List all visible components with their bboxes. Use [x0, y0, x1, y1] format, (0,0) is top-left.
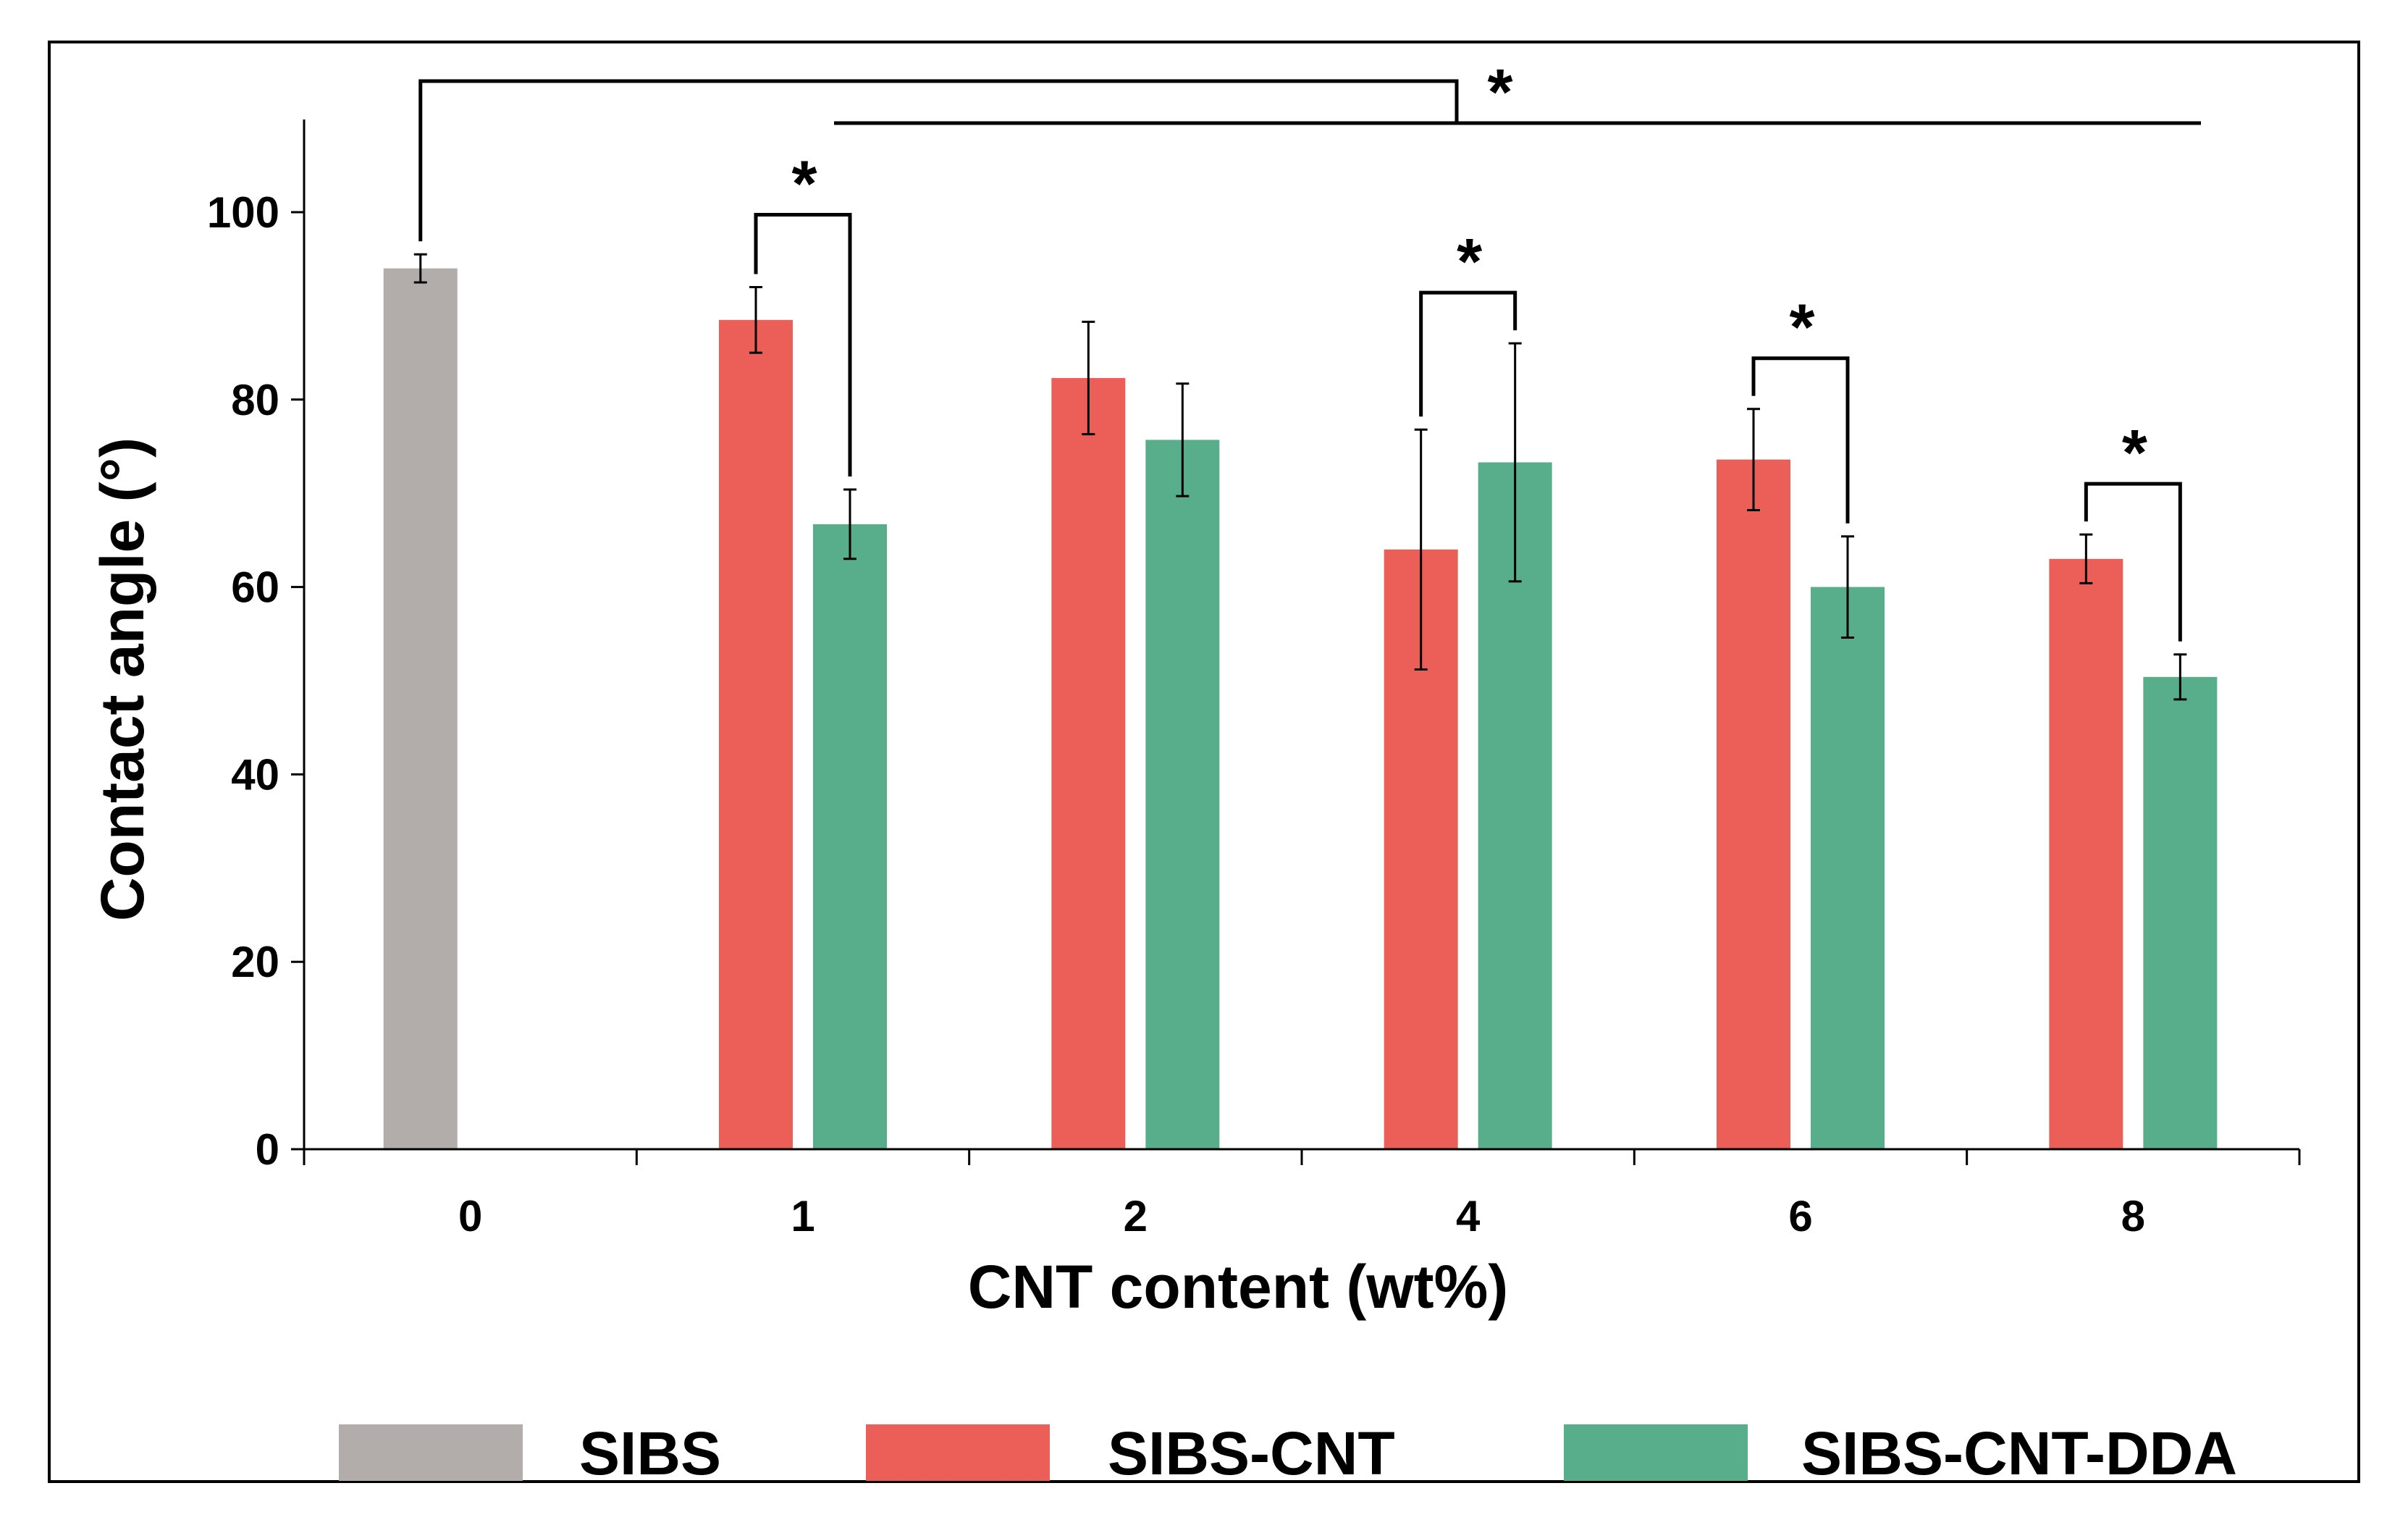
legend-swatch-sibs-cnt: [866, 1424, 1050, 1481]
significance-bracket-6: [1751, 356, 1850, 524]
legend-swatch-sibs-cnt-dda: [1564, 1424, 1748, 1481]
x-tick-label-4: 4: [1456, 1192, 1481, 1240]
significance-layer: * * * * *: [418, 56, 2201, 642]
bar-sibs-cnt-1: [719, 319, 793, 1149]
y-tick-label-40: 40: [231, 750, 279, 799]
x-tick-label-6: 6: [1788, 1192, 1812, 1240]
chart-frame: [48, 41, 2360, 1483]
significance-bracket-8: [2084, 482, 2182, 642]
error-bars-layer: [413, 253, 2187, 701]
legend-label-sibs-cnt: SIBS-CNT: [1108, 1419, 1395, 1487]
significance-star-sibs: *: [1487, 56, 1512, 129]
significance-star-1: *: [791, 148, 817, 221]
axes-layer: [303, 119, 2299, 1151]
significance-bracket-4: [1419, 290, 1517, 417]
bar-sibs-cnt-dda-1: [813, 524, 887, 1149]
significance-star-6: *: [1789, 292, 1814, 364]
significance-bracket-sibs: [418, 79, 1459, 242]
x-tick-label-1: 1: [791, 1192, 814, 1240]
legend-label-sibs-cnt-dda: SIBS-CNT-DDA: [1801, 1419, 2237, 1487]
legend-swatch-sibs: [339, 1424, 523, 1481]
significance-star-4: *: [1457, 226, 1482, 298]
bar-sibs-cnt-6: [1717, 459, 1790, 1149]
x-tick-label-2: 2: [1124, 1192, 1148, 1240]
y-ticks-layer: 0 20 40 60 80 100: [207, 188, 304, 1174]
x-tick-label-8: 8: [2121, 1192, 2145, 1240]
y-tick-label-0: 0: [256, 1125, 279, 1174]
x-tick-label-0: 0: [458, 1192, 482, 1240]
bar-sibs-cnt-8: [2049, 558, 2123, 1149]
y-tick-label-80: 80: [231, 376, 279, 424]
y-tick-label-100: 100: [207, 188, 279, 237]
y-tick-label-20: 20: [231, 938, 279, 986]
legend: SIBS SIBS-CNT SIBS-CNT-DDA: [339, 1419, 2237, 1487]
bars-layer: [383, 268, 2218, 1149]
bar-sibs-cnt-2: [1051, 378, 1126, 1149]
significance-bracket-1: [754, 213, 852, 477]
x-ticks-layer: 0 1 2 4 6 8: [303, 1149, 2301, 1240]
bar-sibs-0: [383, 268, 458, 1149]
significance-star-8: *: [2122, 417, 2147, 490]
bar-sibs-cnt-dda-6: [1811, 587, 1885, 1149]
x-axis-title: CNT content (wt%): [968, 1253, 1509, 1321]
bar-sibs-cnt-dda-2: [1145, 440, 1220, 1149]
y-axis-title: Contact angle (°): [88, 437, 156, 921]
bar-sibs-cnt-dda-8: [2143, 676, 2218, 1149]
y-tick-label-60: 60: [231, 563, 279, 612]
legend-label-sibs: SIBS: [579, 1419, 721, 1487]
